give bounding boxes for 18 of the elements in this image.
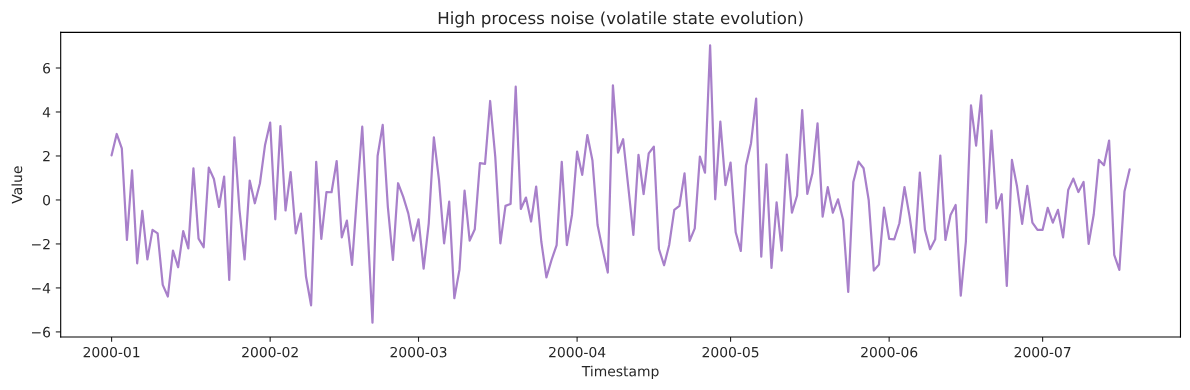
y-tick-label: 4 — [42, 107, 51, 118]
y-tick-label: −4 — [31, 283, 51, 294]
x-tick-label: 2000-03 — [390, 346, 447, 358]
x-tick-label: 2000-07 — [1014, 346, 1071, 358]
x-axis-title: Timestamp — [581, 365, 659, 380]
x-tick-label: 2000-04 — [549, 346, 606, 358]
x-tick-label: 2000-02 — [242, 346, 298, 358]
x-tick-label: 2000-01 — [83, 346, 140, 358]
y-tick-label: −6 — [31, 326, 51, 338]
x-tick-label: 2000-05 — [702, 346, 759, 358]
y-tick-label: 2 — [43, 150, 50, 162]
line-series — [110, 44, 1131, 324]
y-axis-title: Value — [11, 166, 23, 204]
y-tick-label: −2 — [31, 238, 50, 250]
y-tick-label: 6 — [43, 62, 51, 74]
y-tick-label: 0 — [43, 194, 51, 206]
x-tick-label: 2000-06 — [861, 346, 918, 358]
chart-title: High process noise (volatile state evolution) — [438, 11, 803, 28]
